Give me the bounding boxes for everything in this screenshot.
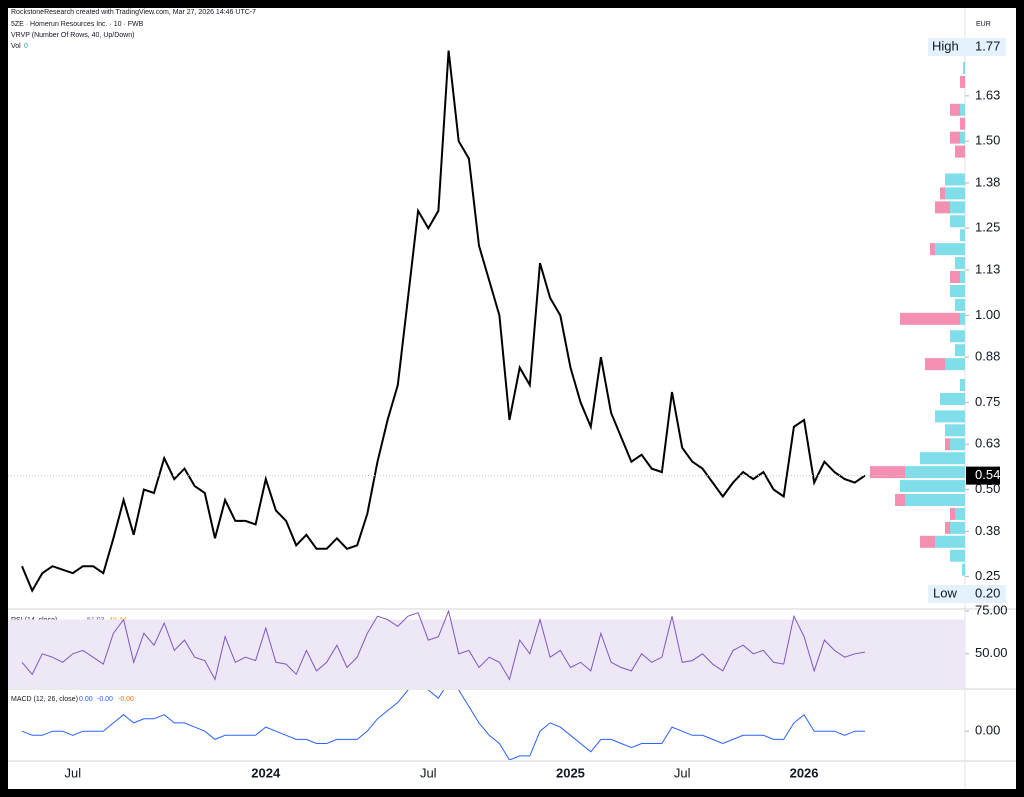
volume-profile-up bbox=[900, 480, 965, 493]
volume-profile-up bbox=[963, 61, 965, 74]
y-tick-label: 1.13 bbox=[975, 261, 1000, 276]
volume-profile-up bbox=[935, 410, 965, 423]
volume-profile-down bbox=[935, 201, 950, 214]
volume-profile-up bbox=[960, 271, 965, 284]
low-box bbox=[928, 585, 1006, 604]
x-tick-label: Jul bbox=[674, 765, 691, 780]
volume-profile-down bbox=[895, 493, 905, 506]
y-tick-label: 0.75 bbox=[975, 394, 1000, 409]
y-tick-label: 50.00 bbox=[975, 645, 1008, 660]
volume-profile-up bbox=[945, 187, 965, 200]
y-tick-label: 0.88 bbox=[975, 349, 1000, 364]
volume-profile-down bbox=[955, 145, 965, 158]
x-tick-label: Jul bbox=[420, 765, 437, 780]
y-tick-label: 0.38 bbox=[975, 523, 1000, 538]
volume-profile-up bbox=[955, 344, 965, 357]
volume-profile-up bbox=[960, 103, 965, 116]
volume-profile-up bbox=[955, 298, 965, 311]
volume-profile-up bbox=[960, 379, 965, 392]
indicator-line bbox=[21, 610, 866, 681]
volume-profile-up bbox=[962, 563, 965, 576]
x-tick-label: 2026 bbox=[790, 765, 819, 780]
x-tick-label: 2024 bbox=[251, 765, 281, 780]
indicator-line bbox=[21, 690, 865, 760]
volume-profile-down bbox=[960, 117, 965, 130]
x-tick-label: Jul bbox=[64, 765, 81, 780]
credit: RockstoneResearch created with TradingVi… bbox=[11, 9, 256, 16]
high-name: High bbox=[932, 39, 959, 54]
macd-readout: -0.00 bbox=[118, 696, 134, 703]
y-tick-label: 1.38 bbox=[975, 174, 1000, 189]
y-tick-label: 1.25 bbox=[975, 220, 1000, 235]
y-tick-label: 1.00 bbox=[975, 307, 1000, 322]
volume-profile-up bbox=[960, 229, 965, 242]
high-value: 1.77 bbox=[975, 39, 1000, 54]
plot bbox=[21, 610, 866, 681]
volume-profile-up bbox=[945, 358, 965, 371]
vol-value: 0 bbox=[24, 43, 28, 50]
y-tick-label: 1.50 bbox=[975, 133, 1000, 148]
volume-profile-up bbox=[960, 131, 965, 144]
low-name: Low bbox=[933, 586, 957, 601]
y-tick-label: 0.25 bbox=[975, 568, 1000, 583]
volume-profile-up bbox=[955, 507, 965, 520]
volume-profile-up bbox=[920, 452, 965, 465]
volume-profile-down bbox=[870, 466, 905, 479]
rsi-band bbox=[8, 619, 965, 688]
y-tick-label: 0.63 bbox=[975, 436, 1000, 451]
volume-profile-up bbox=[945, 173, 965, 186]
volume-profile-up bbox=[950, 549, 965, 562]
volume-profile-up bbox=[960, 312, 965, 325]
volume-profile-up bbox=[935, 535, 965, 548]
y-tick-label: 75.00 bbox=[975, 602, 1008, 617]
volume-profile-up bbox=[950, 284, 965, 297]
y-tick-label: 0.50 bbox=[975, 481, 1000, 496]
vol-label: Vol bbox=[11, 43, 21, 50]
volume-profile-down bbox=[930, 243, 935, 256]
vrvp-label: VRVP (Number Of Rows, 40, Up/Down) bbox=[11, 32, 134, 39]
x-tick-label: 2025 bbox=[556, 765, 585, 780]
volume-profile-down bbox=[920, 535, 935, 548]
currency: EUR bbox=[976, 21, 991, 28]
plot bbox=[21, 690, 865, 760]
plot bbox=[21, 50, 866, 593]
volume-profile-up bbox=[950, 438, 965, 451]
volume-profile-up bbox=[940, 392, 965, 405]
volume-profile-up bbox=[955, 257, 965, 270]
last-price-label: 0.54 bbox=[975, 467, 1000, 482]
volume-profile-down bbox=[900, 312, 960, 325]
last-price-box bbox=[966, 466, 1000, 485]
volume-profile-down bbox=[950, 103, 960, 116]
volume-profile-down bbox=[945, 438, 950, 451]
low-value: 0.20 bbox=[975, 586, 1000, 601]
volume-profile-down bbox=[940, 187, 945, 200]
y-tick-label: 0.00 bbox=[975, 723, 1000, 738]
volume-profile-up bbox=[905, 466, 965, 479]
volume-profile-down bbox=[950, 507, 955, 520]
volume-profile-up bbox=[950, 330, 965, 343]
price-line bbox=[21, 50, 866, 593]
volume-profile-up bbox=[950, 215, 965, 228]
volume-profile-up bbox=[905, 493, 965, 506]
volume-profile-up bbox=[950, 201, 965, 214]
macd-readout: 0.00 bbox=[79, 696, 93, 703]
y-tick-label: 1.63 bbox=[975, 87, 1000, 102]
volume-profile-down bbox=[950, 271, 960, 284]
macd-title: MACD (12, 26, close) bbox=[11, 696, 78, 703]
volume-profile-down bbox=[925, 358, 945, 371]
volume-profile-up bbox=[935, 243, 965, 256]
high-box bbox=[928, 38, 1006, 57]
symbol: 5ZE · Homerun Resources Inc. · 10 · FWB bbox=[11, 21, 144, 28]
volume-profile-down bbox=[950, 131, 960, 144]
volume-profile-up bbox=[950, 521, 965, 534]
volume-profile-up bbox=[945, 424, 965, 437]
volume-profile-down bbox=[960, 75, 965, 88]
volume-profile-down bbox=[945, 521, 950, 534]
macd-readout: -0.00 bbox=[97, 696, 113, 703]
